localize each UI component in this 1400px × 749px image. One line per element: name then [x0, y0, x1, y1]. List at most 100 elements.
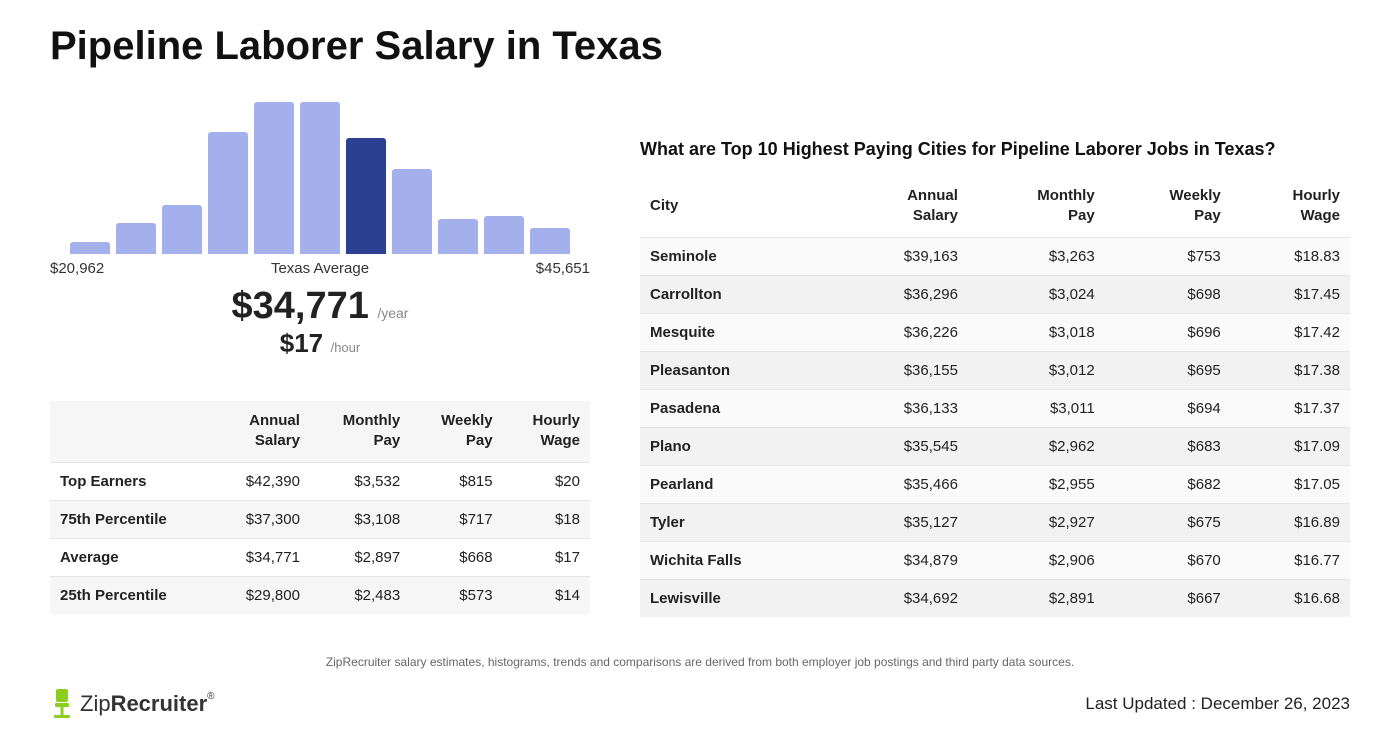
table-cell: $667	[1105, 579, 1231, 617]
table-cell: Pasadena	[640, 389, 837, 427]
table-cell: $696	[1105, 313, 1231, 351]
histogram-bar	[484, 216, 524, 254]
table-header: MonthlyPay	[968, 176, 1105, 237]
avg-hourly-suffix: /hour	[331, 340, 361, 355]
table-cell: Seminole	[640, 237, 837, 275]
chair-icon	[50, 687, 74, 721]
table-cell: $34,771	[214, 538, 310, 576]
table-cell: $34,692	[837, 579, 968, 617]
table-row: 25th Percentile$29,800$2,483$573$14	[50, 576, 590, 614]
table-row: Lewisville$34,692$2,891$667$16.68	[640, 579, 1350, 617]
table-cell: $2,891	[968, 579, 1105, 617]
avg-annual-salary: $34,771	[232, 285, 369, 327]
table-cell: Top Earners	[50, 462, 214, 500]
page-title: Pipeline Laborer Salary in Texas	[50, 24, 1350, 69]
table-header: HourlyWage	[1231, 176, 1350, 237]
table-header: City	[640, 176, 837, 237]
table-cell: $675	[1105, 503, 1231, 541]
percentile-table: AnnualSalaryMonthlyPayWeeklyPayHourlyWag…	[50, 401, 590, 614]
histogram-bar	[116, 223, 156, 254]
city-table: CityAnnualSalaryMonthlyPayWeeklyPayHourl…	[640, 176, 1350, 617]
table-cell: $37,300	[214, 500, 310, 538]
table-cell: $3,532	[310, 462, 410, 500]
content-row: $20,962 Texas Average $45,651 $34,771 /y…	[50, 99, 1350, 617]
table-cell: $34,879	[837, 541, 968, 579]
table-cell: $670	[1105, 541, 1231, 579]
table-cell: $2,483	[310, 576, 410, 614]
ziprecruiter-logo: ZipRecruiter®	[50, 687, 215, 721]
table-cell: $2,897	[310, 538, 410, 576]
table-cell: Lewisville	[640, 579, 837, 617]
table-cell: Tyler	[640, 503, 837, 541]
table-cell: $17.42	[1231, 313, 1350, 351]
table-cell: 25th Percentile	[50, 576, 214, 614]
histogram-min-label: $20,962	[50, 260, 104, 277]
table-cell: $2,962	[968, 427, 1105, 465]
table-row: Tyler$35,127$2,927$675$16.89	[640, 503, 1350, 541]
table-cell: $3,018	[968, 313, 1105, 351]
table-cell: $36,133	[837, 389, 968, 427]
histogram-center-label: Texas Average	[271, 260, 369, 277]
table-row: 75th Percentile$37,300$3,108$717$18	[50, 500, 590, 538]
last-updated: Last Updated : December 26, 2023	[1085, 694, 1350, 714]
table-cell: Wichita Falls	[640, 541, 837, 579]
table-cell: $16.77	[1231, 541, 1350, 579]
table-cell: 75th Percentile	[50, 500, 214, 538]
table-cell: $3,108	[310, 500, 410, 538]
logo-registered-icon: ®	[207, 691, 214, 702]
table-cell: $18.83	[1231, 237, 1350, 275]
table-row: Seminole$39,163$3,263$753$18.83	[640, 237, 1350, 275]
table-cell: $20	[503, 462, 590, 500]
histogram-bar	[346, 138, 386, 254]
logo-zip: Zip	[80, 691, 111, 716]
table-row: Carrollton$36,296$3,024$698$17.45	[640, 275, 1350, 313]
table-cell: Pearland	[640, 465, 837, 503]
histogram-max-label: $45,651	[536, 260, 590, 277]
histogram-bar	[162, 205, 202, 254]
table-cell: $36,226	[837, 313, 968, 351]
table-cell: $16.89	[1231, 503, 1350, 541]
histogram-bar	[254, 102, 294, 254]
table-row: Mesquite$36,226$3,018$696$17.42	[640, 313, 1350, 351]
table-cell: $698	[1105, 275, 1231, 313]
table-cell: $17	[503, 538, 590, 576]
table-cell: $3,012	[968, 351, 1105, 389]
table-cell: $17.37	[1231, 389, 1350, 427]
table-header: AnnualSalary	[214, 401, 310, 462]
table-cell: $682	[1105, 465, 1231, 503]
table-row: Pleasanton$36,155$3,012$695$17.38	[640, 351, 1350, 389]
table-row: Average$34,771$2,897$668$17	[50, 538, 590, 576]
histogram-bar	[208, 132, 248, 254]
histogram-bar	[438, 219, 478, 254]
avg-annual-suffix: /year	[377, 305, 408, 321]
table-cell: $18	[503, 500, 590, 538]
city-section-title: What are Top 10 Highest Paying Cities fo…	[640, 139, 1350, 160]
right-column: What are Top 10 Highest Paying Cities fo…	[640, 139, 1350, 617]
table-cell: $694	[1105, 389, 1231, 427]
table-row: Pearland$35,466$2,955$682$17.05	[640, 465, 1350, 503]
table-row: Plano$35,545$2,962$683$17.09	[640, 427, 1350, 465]
histogram-bar	[300, 102, 340, 254]
table-cell: $35,545	[837, 427, 968, 465]
footer: ZipRecruiter® Last Updated : December 26…	[50, 687, 1350, 721]
histogram-bar	[392, 169, 432, 254]
table-row: Wichita Falls$34,879$2,906$670$16.77	[640, 541, 1350, 579]
table-cell: $3,011	[968, 389, 1105, 427]
table-header: WeeklyPay	[410, 401, 502, 462]
table-cell: $573	[410, 576, 502, 614]
table-cell: $36,155	[837, 351, 968, 389]
table-cell: $2,906	[968, 541, 1105, 579]
table-cell: $29,800	[214, 576, 310, 614]
table-cell: $3,024	[968, 275, 1105, 313]
table-cell: $36,296	[837, 275, 968, 313]
left-column: $20,962 Texas Average $45,651 $34,771 /y…	[50, 99, 590, 614]
table-cell: $2,955	[968, 465, 1105, 503]
table-cell: Pleasanton	[640, 351, 837, 389]
table-cell: $815	[410, 462, 502, 500]
salary-histogram: $20,962 Texas Average $45,651 $34,771 /y…	[50, 99, 590, 359]
table-cell: $683	[1105, 427, 1231, 465]
table-header: HourlyWage	[503, 401, 590, 462]
table-cell: $668	[410, 538, 502, 576]
table-header: AnnualSalary	[837, 176, 968, 237]
table-cell: $717	[410, 500, 502, 538]
